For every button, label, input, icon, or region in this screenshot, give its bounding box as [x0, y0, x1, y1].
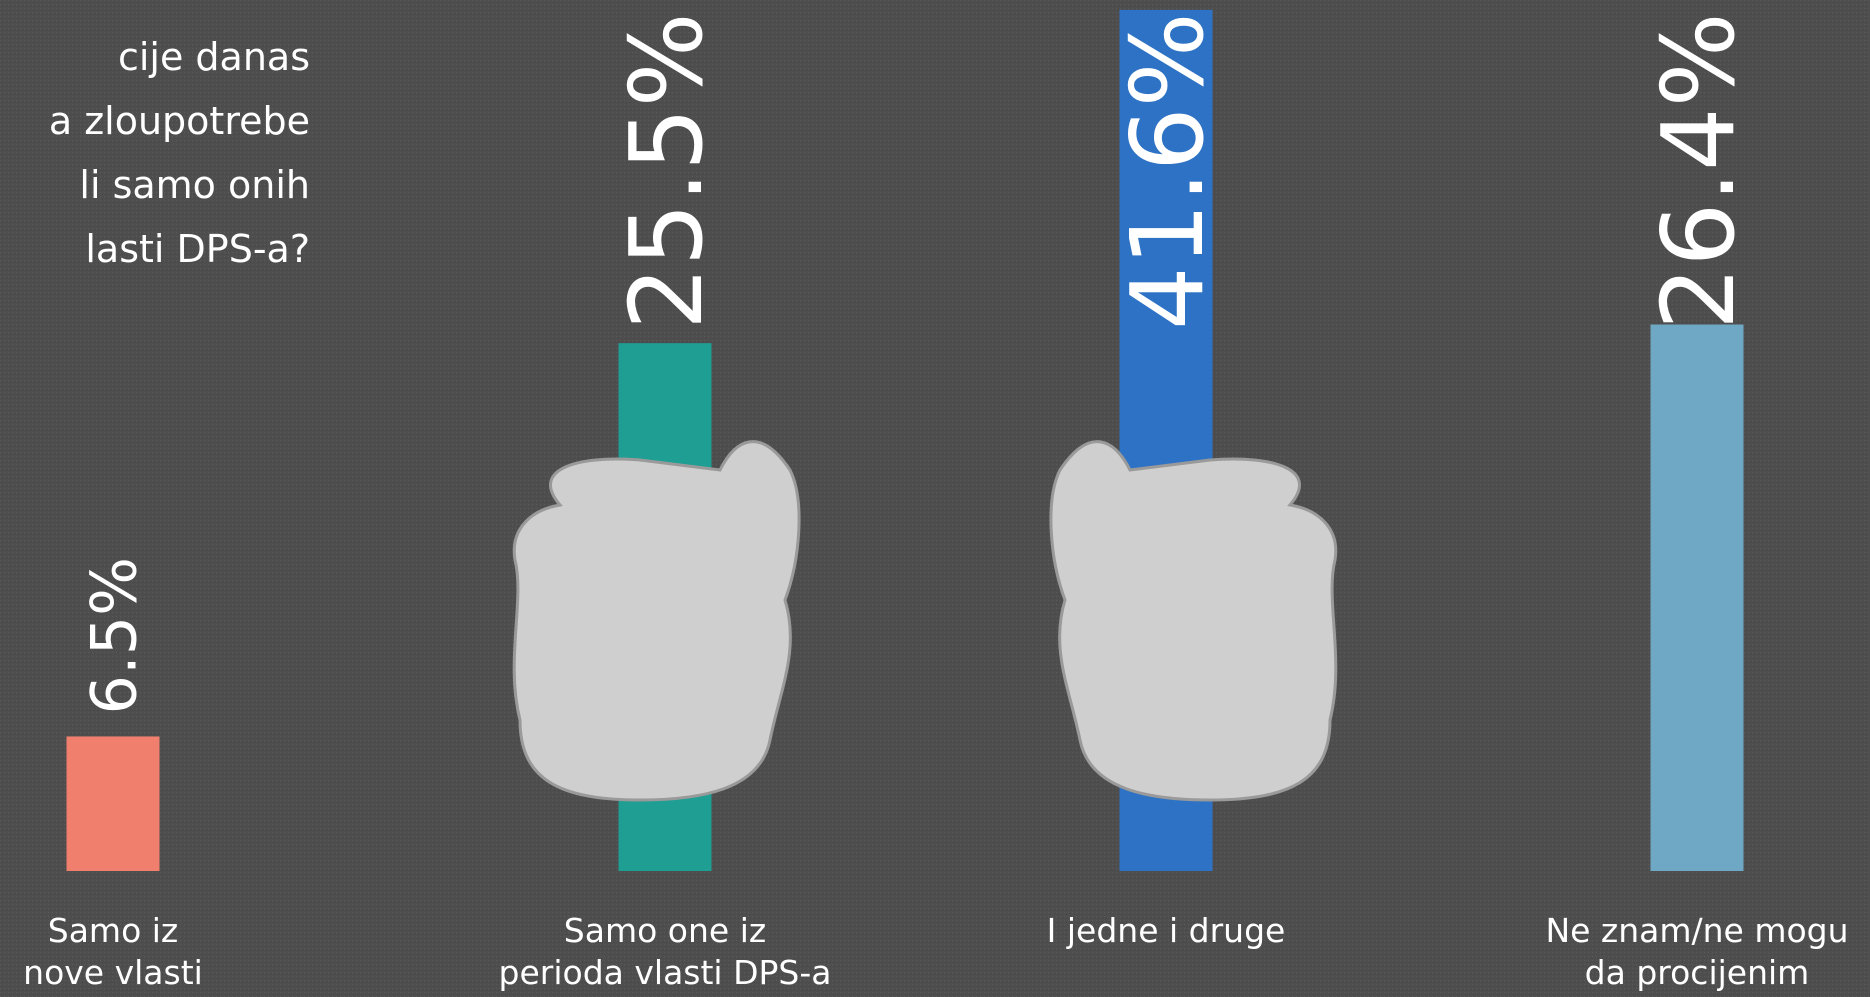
value-label: 6.5%: [77, 557, 150, 715]
x-tick-label: Ne znam/ne mogu: [1545, 911, 1848, 950]
title-line: cije danas: [118, 35, 310, 79]
value-label: 41.6%: [1109, 12, 1226, 330]
x-tick-label: perioda vlasti DPS-a: [499, 953, 832, 992]
title-line: lasti DPS-a?: [85, 227, 310, 271]
bar: [1650, 324, 1744, 871]
value-label: 26.4%: [1640, 12, 1757, 330]
title: cije danas a zloupotrebe li samo onih lasti…: [49, 35, 310, 271]
x-tick-label: I jedne i druge: [1047, 911, 1286, 950]
x-tick-label: da procijenim: [1585, 953, 1810, 992]
bar: [66, 736, 160, 871]
x-tick-label: nove vlasti: [23, 953, 203, 992]
title-line: li samo onih: [79, 163, 310, 207]
hands-illustration: [512, 440, 1338, 802]
x-tick-label: Samo iz: [48, 911, 179, 950]
title-line: a zloupotrebe: [49, 99, 310, 143]
x-tick-label: Samo one iz: [564, 911, 766, 950]
value-label: 25.5%: [608, 12, 725, 330]
